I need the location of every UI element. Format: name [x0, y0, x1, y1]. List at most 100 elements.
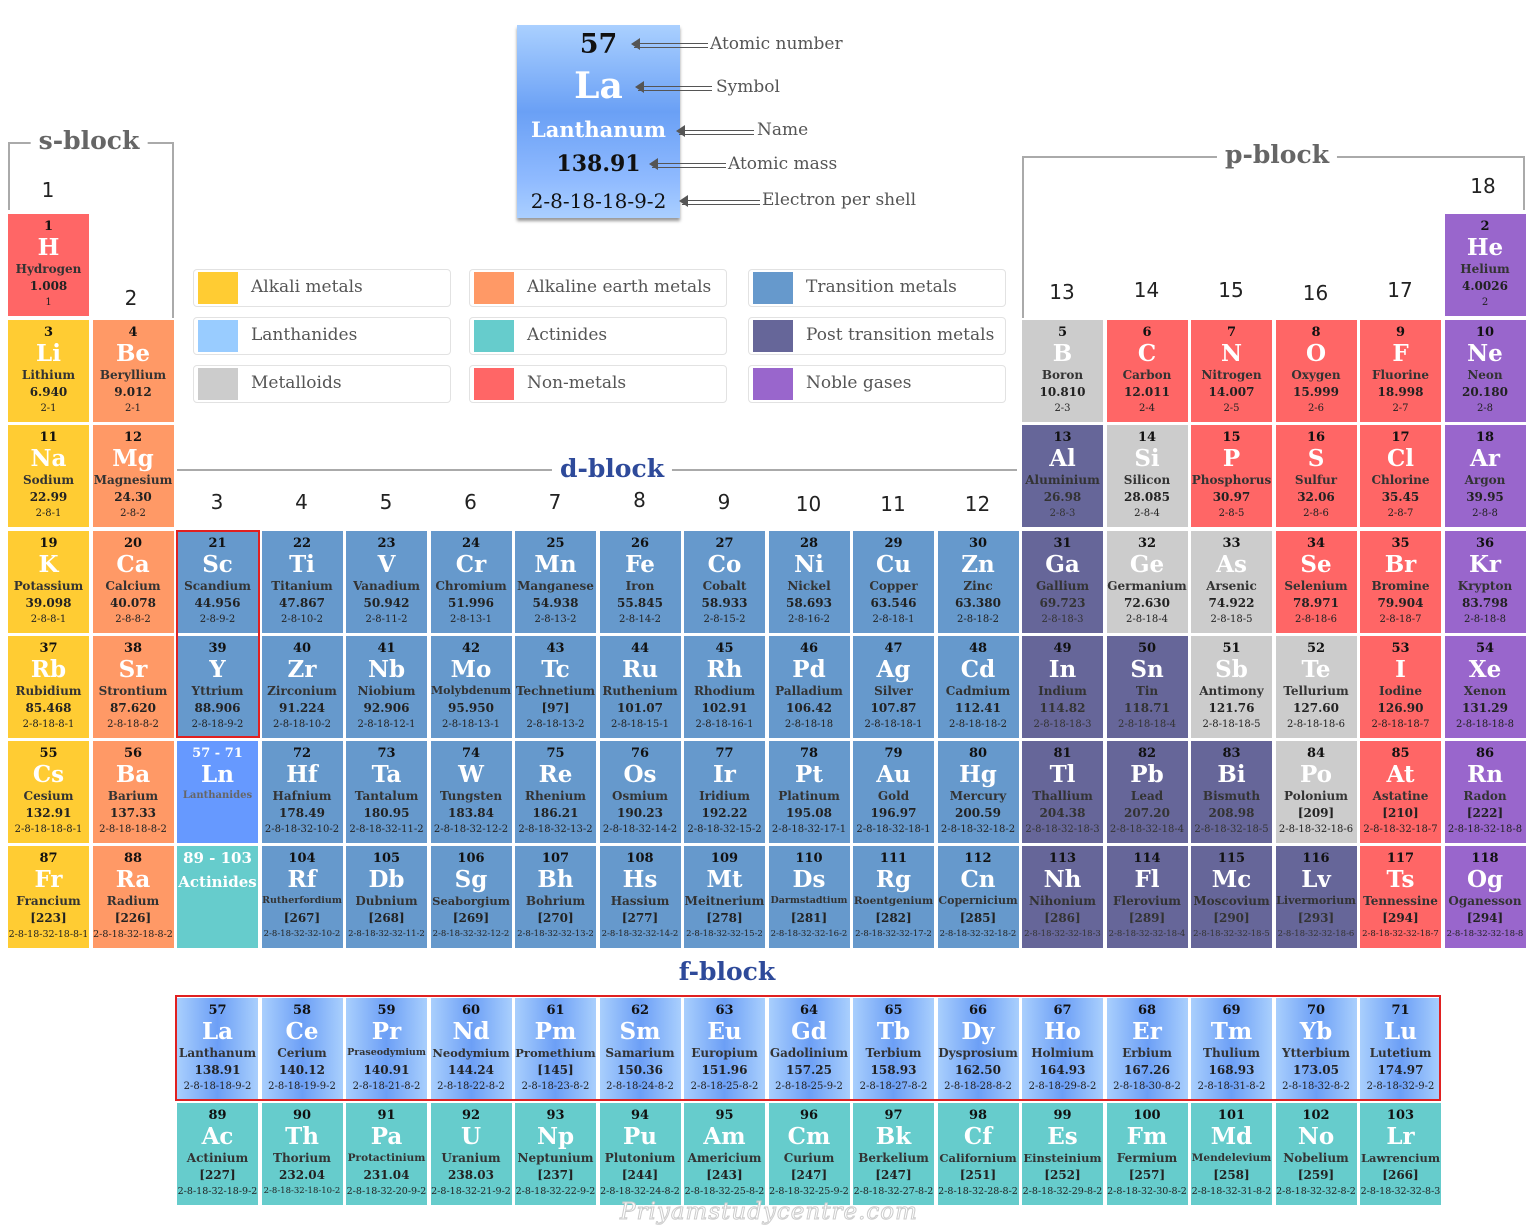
- element-cell-i[interactable]: 53 I Iodine 126.90 2-8-18-18-7: [1360, 636, 1441, 738]
- element-cell-al[interactable]: 13 Al Aluminium 26.98 2-8-3: [1022, 425, 1103, 527]
- element-cell-kr[interactable]: 36 Kr Krypton 83.798 2-8-18-8: [1444, 531, 1526, 633]
- element-cell-es[interactable]: 99 Es Einsteinium [252] 2-8-18-32-29-8-2: [1022, 1103, 1103, 1205]
- element-cell-n[interactable]: 7 N Nitrogen 14.007 2-5: [1191, 320, 1272, 422]
- element-cell-h[interactable]: 1 H Hydrogen 1.008 1: [8, 214, 89, 316]
- element-cell-mo[interactable]: 42 Mo Molybdenum 95.950 2-8-18-13-1: [430, 636, 512, 738]
- element-cell-bi[interactable]: 83 Bi Bismuth 208.98 2-8-18-32-18-5: [1191, 741, 1272, 843]
- element-cell-cf[interactable]: 98 Cf Californium [251] 2-8-18-32-28-8-2: [937, 1103, 1019, 1205]
- element-cell-te[interactable]: 52 Te Tellurium 127.60 2-8-18-18-6: [1275, 636, 1357, 738]
- element-cell-au[interactable]: 79 Au Gold 196.97 2-8-18-32-18-1: [853, 741, 934, 843]
- element-cell-db[interactable]: 105 Db Dubnium [268] 2-8-18-32-32-11-2: [346, 846, 427, 948]
- element-cell-w[interactable]: 74 W Tungsten 183.84 2-8-18-32-12-2: [430, 741, 512, 843]
- element-cell-dy[interactable]: 66 Dy Dysprosium 162.50 2-8-18-28-8-2: [937, 998, 1019, 1100]
- element-cell-co[interactable]: 27 Co Cobalt 58.933 2-8-15-2: [684, 531, 765, 633]
- element-cell-tl[interactable]: 81 Tl Thallium 204.38 2-8-18-32-18-3: [1022, 741, 1103, 843]
- element-cell-ra[interactable]: 88 Ra Radium [226] 2-8-18-32-18-8-2: [92, 846, 174, 948]
- element-cell-ag[interactable]: 47 Ag Silver 107.87 2-8-18-18-1: [853, 636, 934, 738]
- element-cell-ho[interactable]: 67 Ho Holmium 164.93 2-8-18-29-8-2: [1022, 998, 1103, 1100]
- element-cell-li[interactable]: 3 Li Lithium 6.940 2-1: [8, 320, 89, 422]
- element-cell-pd[interactable]: 46 Pd Palladium 106.42 2-8-18-18: [768, 636, 850, 738]
- element-cell-u[interactable]: 92 U Uranium 238.03 2-8-18-32-21-9-2: [430, 1103, 512, 1205]
- element-cell-ds[interactable]: 110 Ds Darmstadtium [281] 2-8-18-32-32-16-2: [768, 846, 850, 948]
- element-cell-be[interactable]: 4 Be Beryllium 9.012 2-1: [92, 320, 174, 422]
- element-cell-rb[interactable]: 37 Rb Rubidium 85.468 2-8-18-8-1: [8, 636, 89, 738]
- element-cell-ce[interactable]: 58 Ce Cerium 140.12 2-8-18-19-9-2: [261, 998, 343, 1100]
- element-cell-at[interactable]: 85 At Astatine [210] 2-8-18-32-18-7: [1360, 741, 1441, 843]
- element-cell-f[interactable]: 9 F Fluorine 18.998 2-7: [1360, 320, 1441, 422]
- element-cell-se[interactable]: 34 Se Selenium 78.971 2-8-18-6: [1275, 531, 1357, 633]
- element-cell-rg[interactable]: 111 Rg Roentgenium [282] 2-8-18-32-32-17-2: [853, 846, 934, 948]
- element-cell-ca[interactable]: 20 Ca Calcium 40.078 2-8-8-2: [92, 531, 174, 633]
- element-cell-pa[interactable]: 91 Pa Protactinium 231.04 2-8-18-32-20-9-2: [346, 1103, 427, 1205]
- element-cell-b[interactable]: 5 B Boron 10.810 2-3: [1022, 320, 1103, 422]
- element-cell-zn[interactable]: 30 Zn Zinc 63.380 2-8-18-2: [937, 531, 1019, 633]
- element-cell-rf[interactable]: 104 Rf Rutherfordium [267] 2-8-18-32-32-10-2: [261, 846, 343, 948]
- element-cell-sg[interactable]: 106 Sg Seaborgium [269] 2-8-18-32-32-12-2: [430, 846, 512, 948]
- element-cell-in[interactable]: 49 In Indium 114.82 2-8-18-18-3: [1022, 636, 1103, 738]
- element-cell-pt[interactable]: 78 Pt Platinum 195.08 2-8-18-32-17-1: [768, 741, 850, 843]
- element-cell-cu[interactable]: 29 Cu Copper 63.546 2-8-18-1: [853, 531, 934, 633]
- element-cell-nh[interactable]: 113 Nh Nihonium [286] 2-8-18-32-32-18-3: [1022, 846, 1103, 948]
- element-cell-ga[interactable]: 31 Ga Gallium 69.723 2-8-18-3: [1022, 531, 1103, 633]
- element-cell-na[interactable]: 11 Na Sodium 22.99 2-8-1: [8, 425, 89, 527]
- element-cell-s[interactable]: 16 S Sulfur 32.06 2-8-6: [1275, 425, 1357, 527]
- element-cell-c[interactable]: 6 C Carbon 12.011 2-4: [1106, 320, 1188, 422]
- element-cell-xe[interactable]: 54 Xe Xenon 131.29 2-8-18-18-8: [1444, 636, 1526, 738]
- element-cell-la[interactable]: 57 La Lanthanum 138.91 2-8-18-18-9-2: [177, 998, 258, 1100]
- element-cell-ti[interactable]: 22 Ti Titanium 47.867 2-8-10-2: [261, 531, 343, 633]
- element-cell-cn[interactable]: 112 Cn Copernicium [285] 2-8-18-32-32-18-2: [937, 846, 1019, 948]
- element-cell-mc[interactable]: 115 Mc Moscovium [290] 2-8-18-32-32-18-5: [1191, 846, 1272, 948]
- element-cell-nb[interactable]: 41 Nb Niobium 92.906 2-8-18-12-1: [346, 636, 427, 738]
- element-cell-mn[interactable]: 25 Mn Manganese 54.938 2-8-13-2: [515, 531, 596, 633]
- element-cell-ru[interactable]: 44 Ru Ruthenium 101.07 2-8-18-15-1: [599, 636, 681, 738]
- element-cell-yb[interactable]: 70 Yb Ytterbium 173.05 2-8-18-32-8-2: [1275, 998, 1357, 1100]
- element-cell-th[interactable]: 90 Th Thorium 232.04 2-8-18-32-18-10-2: [261, 1103, 343, 1205]
- element-cell-po[interactable]: 84 Po Polonium [209] 2-8-18-32-18-6: [1275, 741, 1357, 843]
- element-cell-k[interactable]: 19 K Potassium 39.098 2-8-8-1: [8, 531, 89, 633]
- element-cell-ne[interactable]: 10 Ne Neon 20.180 2-8: [1444, 320, 1526, 422]
- element-cell-ge[interactable]: 32 Ge Germanium 72.630 2-8-18-4: [1106, 531, 1188, 633]
- element-cell-cs[interactable]: 55 Cs Cesium 132.91 2-8-18-18-8-1: [8, 741, 89, 843]
- element-cell-md[interactable]: 101 Md Mendelevium [258] 2-8-18-32-31-8-2: [1191, 1103, 1272, 1205]
- element-cell-he[interactable]: 2 He Helium 4.0026 2: [1444, 214, 1526, 316]
- element-cell-sb[interactable]: 51 Sb Antimony 121.76 2-8-18-18-5: [1191, 636, 1272, 738]
- element-cell-rh[interactable]: 45 Rh Rhodium 102.91 2-8-18-16-1: [684, 636, 765, 738]
- element-cell-sc[interactable]: 21 Sc Scandium 44.956 2-8-9-2: [177, 531, 258, 633]
- element-cell-np[interactable]: 93 Np Neptunium [237] 2-8-18-32-22-9-2: [515, 1103, 596, 1205]
- element-cell-fr[interactable]: 87 Fr Francium [223] 2-8-18-32-18-8-1: [8, 846, 89, 948]
- element-cell-no[interactable]: 102 No Nobelium [259] 2-8-18-32-32-8-2: [1275, 1103, 1357, 1205]
- element-cell-cr[interactable]: 24 Cr Chromium 51.996 2-8-13-1: [430, 531, 512, 633]
- element-cell-er[interactable]: 68 Er Erbium 167.26 2-8-18-30-8-2: [1106, 998, 1188, 1100]
- element-cell-tb[interactable]: 65 Tb Terbium 158.93 2-8-18-27-8-2: [853, 998, 934, 1100]
- element-cell-hf[interactable]: 72 Hf Hafnium 178.49 2-8-18-32-10-2: [261, 741, 343, 843]
- element-cell-ir[interactable]: 77 Ir Iridium 192.22 2-8-18-32-15-2: [684, 741, 765, 843]
- element-cell-pm[interactable]: 61 Pm Promethium [145] 2-8-18-23-8-2: [515, 998, 596, 1100]
- element-cell-p[interactable]: 15 P Phosphorus 30.97 2-8-5: [1191, 425, 1272, 527]
- element-cell-mg[interactable]: 12 Mg Magnesium 24.30 2-8-2: [92, 425, 174, 527]
- element-cell-bk[interactable]: 97 Bk Berkelium [247] 2-8-18-32-27-8-2: [853, 1103, 934, 1205]
- element-cell-sr[interactable]: 38 Sr Strontium 87.620 2-8-18-8-2: [92, 636, 174, 738]
- element-cell-fm[interactable]: 100 Fm Fermium [257] 2-8-18-32-30-8-2: [1106, 1103, 1188, 1205]
- element-cell-ni[interactable]: 28 Ni Nickel 58.693 2-8-16-2: [768, 531, 850, 633]
- element-cell-pu[interactable]: 94 Pu Plutonium [244] 2-8-18-32-24-8-2: [599, 1103, 681, 1205]
- element-cell-o[interactable]: 8 O Oxygen 15.999 2-6: [1275, 320, 1357, 422]
- element-cell-am[interactable]: 95 Am Americium [243] 2-8-18-32-25-8-2: [684, 1103, 765, 1205]
- element-cell-os[interactable]: 76 Os Osmium 190.23 2-8-18-32-14-2: [599, 741, 681, 843]
- element-cell-hs[interactable]: 108 Hs Hassium [277] 2-8-18-32-32-14-2: [599, 846, 681, 948]
- element-cell-br[interactable]: 35 Br Bromine 79.904 2-8-18-7: [1360, 531, 1441, 633]
- element-cell-ar[interactable]: 18 Ar Argon 39.95 2-8-8: [1444, 425, 1526, 527]
- element-cell-tc[interactable]: 43 Tc Technetium [97] 2-8-18-13-2: [515, 636, 596, 738]
- element-cell-gd[interactable]: 64 Gd Gadolinium 157.25 2-8-18-25-9-2: [768, 998, 850, 1100]
- element-cell-cl[interactable]: 17 Cl Chlorine 35.45 2-8-7: [1360, 425, 1441, 527]
- element-cell-fl[interactable]: 114 Fl Flerovium [289] 2-8-18-32-32-18-4: [1106, 846, 1188, 948]
- element-cell-ac[interactable]: 89 Ac Actinium [227] 2-8-18-32-18-9-2: [177, 1103, 258, 1205]
- element-cell-ts[interactable]: 117 Ts Tennessine [294] 2-8-18-32-32-18-7: [1360, 846, 1441, 948]
- element-cell-si[interactable]: 14 Si Silicon 28.085 2-8-4: [1106, 425, 1188, 527]
- element-cell-cm[interactable]: 96 Cm Curium [247] 2-8-18-32-25-9-2: [768, 1103, 850, 1205]
- element-cell-mt[interactable]: 109 Mt Meitnerium [278] 2-8-18-32-32-15-2: [684, 846, 765, 948]
- element-cell-lv[interactable]: 116 Lv Livermorium [293] 2-8-18-32-32-18-6: [1275, 846, 1357, 948]
- element-cell-og[interactable]: 118 Og Oganesson [294] 2-8-18-32-32-18-8: [1444, 846, 1526, 948]
- element-cell-re[interactable]: 75 Re Rhenium 186.21 2-8-18-32-13-2: [515, 741, 596, 843]
- element-cell-fe[interactable]: 26 Fe Iron 55.845 2-8-14-2: [599, 531, 681, 633]
- element-cell-hg[interactable]: 80 Hg Mercury 200.59 2-8-18-32-18-2: [937, 741, 1019, 843]
